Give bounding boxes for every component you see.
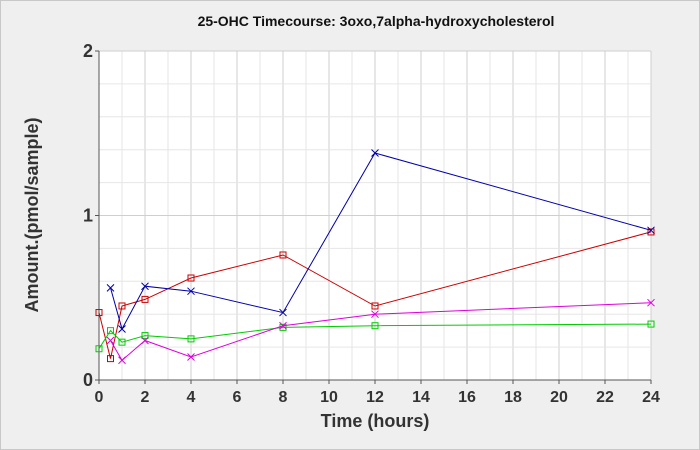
data-point-marker [141, 295, 149, 303]
x-tick-label: 4 [187, 389, 196, 406]
series-line [98, 323, 652, 349]
data-point-marker [371, 310, 379, 319]
data-point-marker [187, 353, 195, 361]
data-point-marker [187, 287, 195, 296]
x-tick-label: 10 [320, 389, 338, 406]
x-tick-label: 18 [504, 389, 522, 406]
x-tick-label: 14 [412, 389, 430, 406]
x-tick-label: 16 [458, 389, 476, 406]
series-4 [106, 298, 655, 365]
x-axis-label: Time (hours) [321, 411, 430, 431]
series-lines [95, 149, 655, 365]
data-point-marker [371, 149, 379, 157]
chart-title: 25-OHC Timecourse: 3oxo,7alpha-hydroxych… [198, 13, 555, 29]
x-tick-label: 2 [141, 389, 150, 406]
axes [95, 50, 652, 384]
data-point-marker [371, 322, 379, 330]
data-point-marker [371, 302, 379, 310]
data-point-marker [141, 332, 149, 340]
data-point-marker [106, 284, 115, 292]
data-point-marker [95, 309, 103, 317]
x-tick-label: 22 [596, 389, 614, 406]
x-tick-label: 6 [233, 389, 242, 406]
y-tick-label: 0 [83, 370, 93, 390]
data-point-marker [647, 320, 655, 328]
y-tick-label: 2 [83, 41, 93, 61]
data-point-marker [141, 282, 149, 291]
y-tick-label: 1 [83, 206, 93, 226]
data-point-marker [279, 251, 287, 259]
data-point-marker [647, 298, 655, 307]
y-axis-label: Amount.(pmol/sample) [22, 117, 42, 312]
x-tick-label: 0 [95, 389, 104, 406]
data-point-marker [118, 356, 126, 365]
x-tick-label: 20 [550, 389, 568, 406]
x-tick-label: 8 [279, 389, 288, 406]
data-point-marker [118, 325, 126, 333]
data-point-marker [118, 338, 126, 346]
data-point-marker [279, 323, 287, 331]
data-point-marker [647, 228, 655, 236]
data-point-marker [187, 274, 195, 282]
data-point-marker [647, 226, 655, 235]
data-point-marker [95, 345, 103, 353]
x-tick-label: 12 [366, 389, 384, 406]
data-point-marker [187, 335, 195, 343]
x-tick-label: 24 [642, 389, 660, 406]
data-point-marker [106, 336, 115, 345]
data-point-marker [107, 327, 114, 335]
data-point-marker [279, 308, 287, 317]
data-point-marker [279, 321, 287, 330]
data-point-marker [107, 355, 114, 363]
data-point-marker [118, 302, 126, 310]
data-point-marker [141, 336, 149, 345]
series-3 [95, 320, 655, 353]
series-2 [106, 149, 655, 333]
